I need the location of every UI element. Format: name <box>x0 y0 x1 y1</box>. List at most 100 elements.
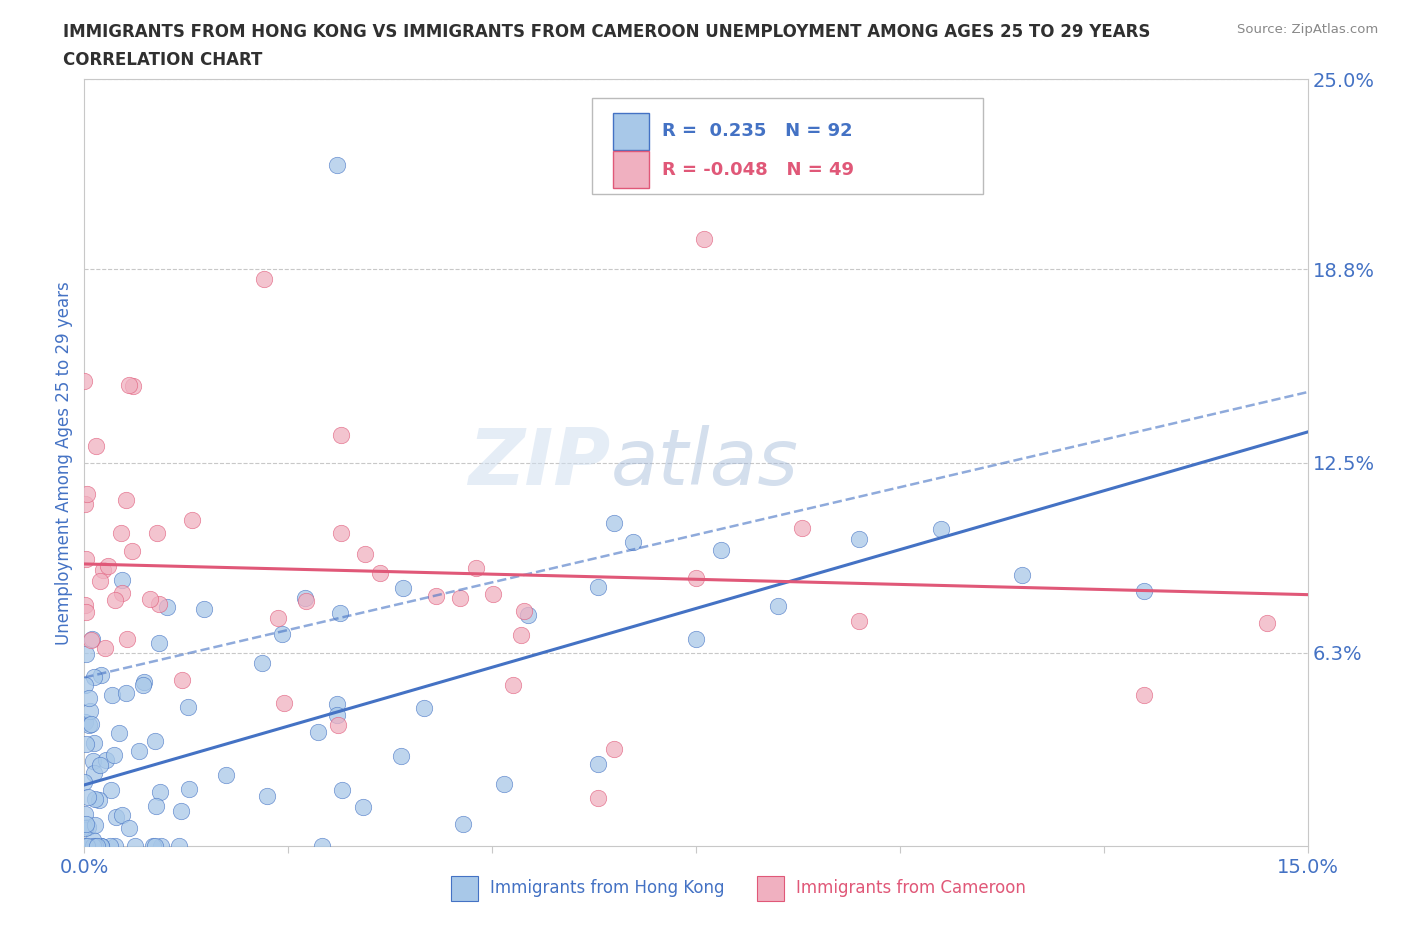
Point <box>83 670 105 684</box>
Point <box>117 632 139 647</box>
Point <box>111 573 134 588</box>
Point <box>167 839 190 854</box>
Point <box>352 800 374 815</box>
Point <box>256 789 278 804</box>
Point <box>77 690 100 705</box>
Point <box>111 807 134 822</box>
Point <box>73 774 96 789</box>
Point <box>464 561 486 576</box>
Point <box>311 839 333 854</box>
Point <box>326 708 349 723</box>
Text: atlas: atlas <box>610 425 799 500</box>
Point <box>79 704 101 719</box>
Point <box>83 765 105 780</box>
Point <box>121 544 143 559</box>
Y-axis label: Unemployment Among Ages 25 to 29 years: Unemployment Among Ages 25 to 29 years <box>55 281 73 644</box>
Point <box>621 535 644 550</box>
Point <box>368 565 391 580</box>
Point <box>145 799 167 814</box>
Point <box>73 374 96 389</box>
Point <box>76 819 98 834</box>
Text: Immigrants from Hong Kong: Immigrants from Hong Kong <box>491 880 725 897</box>
Text: ZIP: ZIP <box>468 425 610 500</box>
Point <box>83 736 105 751</box>
Point <box>790 521 813 536</box>
Point <box>93 641 115 656</box>
Point <box>83 817 105 832</box>
Point <box>89 574 111 589</box>
Point <box>710 542 733 557</box>
Point <box>1133 584 1156 599</box>
Point <box>89 839 111 854</box>
Point <box>848 532 870 547</box>
Point <box>929 522 952 537</box>
Text: IMMIGRANTS FROM HONG KONG VS IMMIGRANTS FROM CAMEROON UNEMPLOYMENT AMONG AGES 25: IMMIGRANTS FROM HONG KONG VS IMMIGRANTS … <box>63 23 1150 41</box>
Point <box>389 749 412 764</box>
Point <box>181 512 204 527</box>
Point <box>84 791 107 806</box>
Point <box>252 656 274 671</box>
Point <box>75 604 97 619</box>
Point <box>80 716 103 731</box>
Point <box>179 781 201 796</box>
Text: CORRELATION CHART: CORRELATION CHART <box>63 51 263 69</box>
Point <box>449 591 471 605</box>
Point <box>110 525 132 540</box>
Text: R =  0.235   N = 92: R = 0.235 N = 92 <box>662 122 852 140</box>
Point <box>128 743 150 758</box>
Point <box>149 839 172 854</box>
Text: Immigrants from Cameroon: Immigrants from Cameroon <box>796 880 1026 897</box>
Point <box>75 737 97 751</box>
Point <box>193 602 215 617</box>
Point <box>142 839 165 854</box>
Point <box>588 756 610 771</box>
Point <box>588 579 610 594</box>
Point <box>307 724 329 739</box>
Point <box>328 718 350 733</box>
Point <box>77 790 100 804</box>
Text: R = -0.048   N = 49: R = -0.048 N = 49 <box>662 161 853 179</box>
Point <box>114 492 136 507</box>
Bar <box>613 152 650 188</box>
Point <box>603 742 626 757</box>
Point <box>1133 687 1156 702</box>
Point <box>145 839 167 854</box>
Point <box>326 696 349 711</box>
Point <box>103 748 125 763</box>
Point <box>75 839 97 854</box>
Point <box>848 613 870 628</box>
Point <box>603 516 626 531</box>
Point <box>271 627 294 642</box>
FancyBboxPatch shape <box>592 99 983 194</box>
Point <box>413 700 436 715</box>
Point <box>80 631 103 646</box>
Point <box>80 632 103 647</box>
Bar <box>613 113 650 150</box>
Point <box>170 804 193 818</box>
Point <box>76 839 98 854</box>
Point <box>73 806 96 821</box>
Bar <box>758 876 785 901</box>
Point <box>170 672 193 687</box>
Point <box>97 558 120 573</box>
Point <box>124 839 146 854</box>
Point <box>104 593 127 608</box>
Point <box>89 757 111 772</box>
Point <box>326 157 349 172</box>
Point <box>294 591 316 605</box>
Point <box>693 232 716 246</box>
Point <box>75 646 97 661</box>
Point <box>75 817 97 831</box>
Point <box>111 586 134 601</box>
Point <box>146 525 169 540</box>
Point <box>766 599 789 614</box>
Point <box>267 610 290 625</box>
Point <box>104 839 127 854</box>
Point <box>131 677 153 692</box>
Point <box>1256 615 1278 630</box>
Point <box>75 715 97 730</box>
Point <box>100 783 122 798</box>
Point <box>107 725 129 740</box>
Point <box>502 678 524 693</box>
Point <box>513 604 536 618</box>
